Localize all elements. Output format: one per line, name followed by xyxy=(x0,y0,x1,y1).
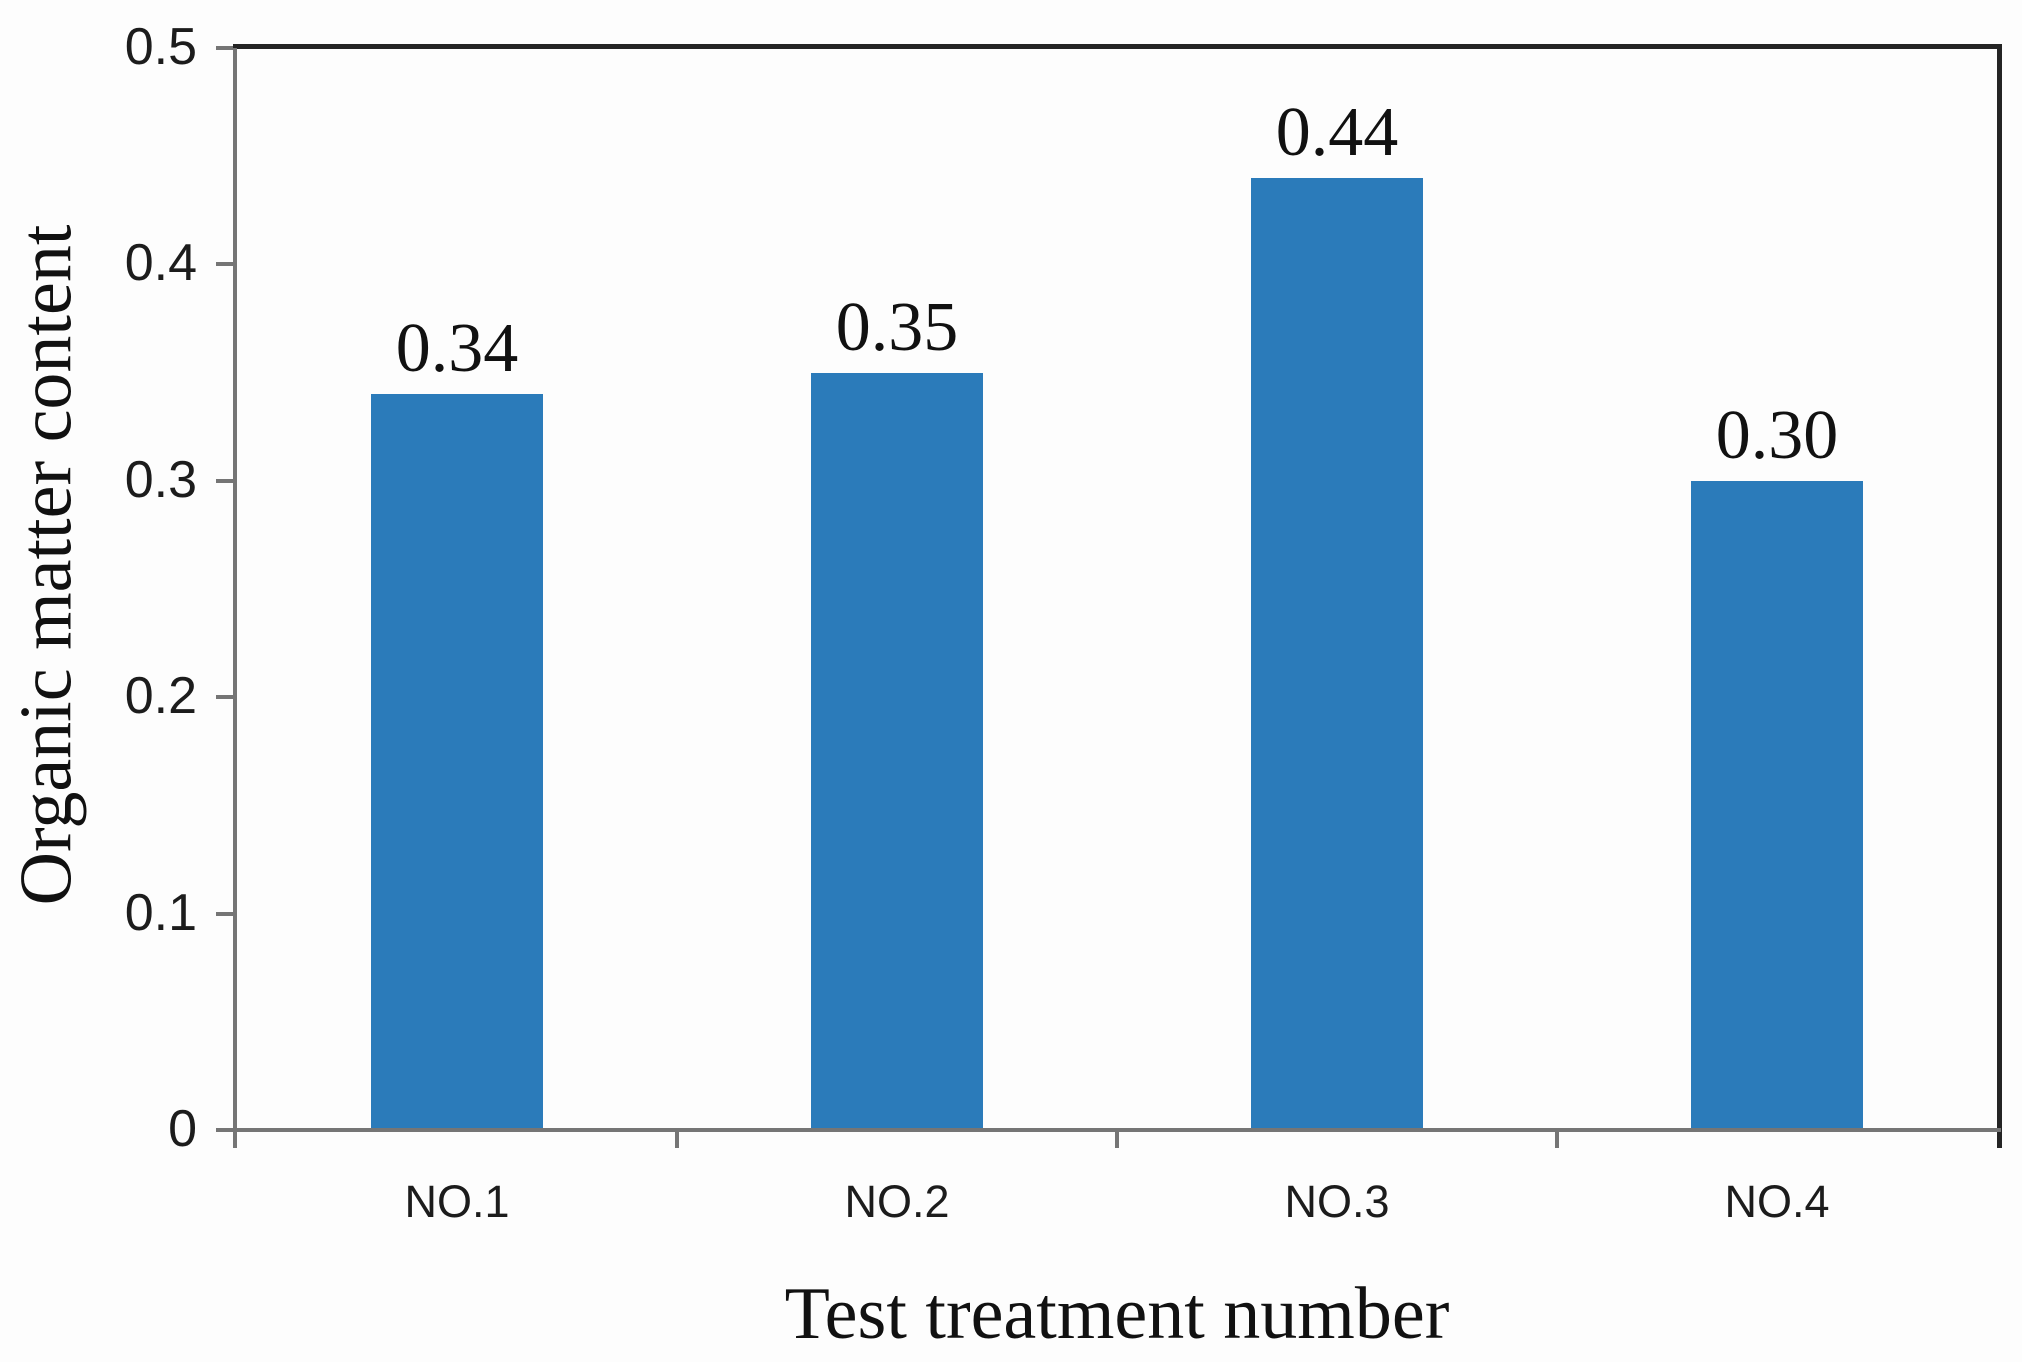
bar-NO.1 xyxy=(371,394,543,1130)
y-tick-mark xyxy=(216,1128,237,1132)
x-axis-line xyxy=(233,1128,2001,1132)
x-tick-label: NO.1 xyxy=(404,1176,510,1227)
y-tick-label: 0.4 xyxy=(124,234,197,292)
x-tick-mark xyxy=(675,1130,679,1148)
y-tick-mark xyxy=(216,479,237,483)
y-tick-mark xyxy=(216,695,237,699)
bar-NO.4 xyxy=(1691,481,1863,1130)
y-tick-label: 0.5 xyxy=(124,18,197,76)
x-tick-label: NO.3 xyxy=(1284,1176,1390,1227)
bar-value-label: 0.35 xyxy=(835,289,959,366)
y-tick-label: 0 xyxy=(168,1100,197,1158)
y-tick-mark xyxy=(216,46,237,50)
y-axis-line xyxy=(233,48,237,1148)
plot-border-top xyxy=(233,44,2002,49)
y-tick-label: 0.3 xyxy=(124,451,197,509)
plot-border-right xyxy=(1997,44,2002,1148)
x-tick-mark xyxy=(1555,1130,1559,1148)
y-tick-label: 0.1 xyxy=(124,884,197,942)
y-tick-mark xyxy=(216,912,237,916)
bar-value-label: 0.44 xyxy=(1275,94,1399,171)
x-tick-label: NO.4 xyxy=(1724,1176,1830,1227)
y-tick-label: 0.2 xyxy=(124,667,197,725)
x-axis-title: Test treatment number xyxy=(784,1273,1450,1355)
bar-value-label: 0.34 xyxy=(395,310,519,387)
bar-NO.2 xyxy=(811,373,983,1130)
y-tick-mark xyxy=(216,262,237,266)
x-tick-mark xyxy=(1115,1130,1119,1148)
bar-NO.3 xyxy=(1251,178,1423,1130)
x-tick-label: NO.2 xyxy=(844,1176,950,1227)
y-axis-title: Organic matter content xyxy=(5,224,88,906)
bar-value-label: 0.30 xyxy=(1715,397,1839,474)
